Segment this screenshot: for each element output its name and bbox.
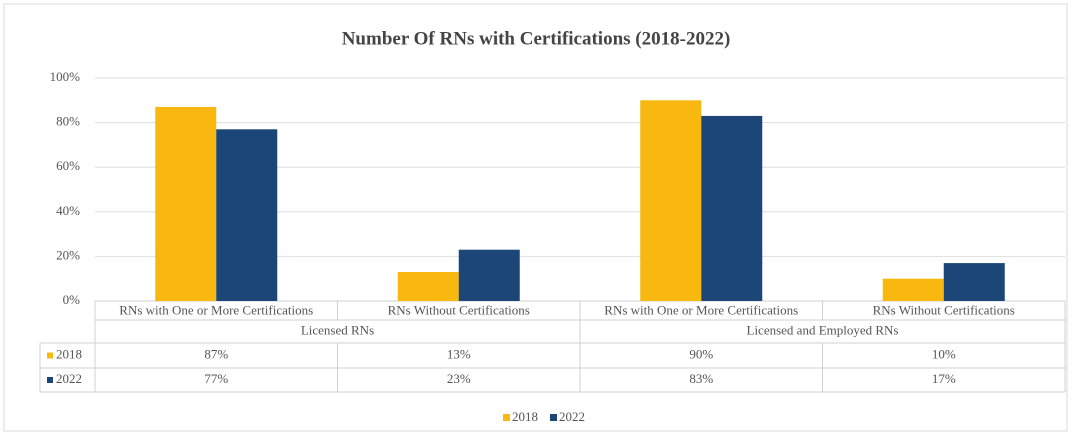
table-series-name: 2018 [56, 346, 82, 361]
bar [458, 249, 520, 301]
group-label: Licensed RNs [301, 322, 374, 337]
bar [640, 100, 702, 301]
table-value: 87% [204, 346, 228, 361]
bar [882, 278, 944, 301]
bar [701, 115, 763, 301]
table-value: 90% [689, 346, 713, 361]
x-tick-label: RNs Without Certifications [388, 302, 530, 317]
table-legend-key [47, 352, 53, 359]
table-value: 77% [204, 371, 228, 386]
table-value: 13% [447, 346, 471, 361]
legend-label: 2018 [512, 409, 538, 424]
legend-label: 2022 [559, 409, 585, 424]
table-series-name: 2022 [56, 371, 82, 386]
table-value: 10% [932, 346, 956, 361]
y-tick-label: 20% [56, 247, 80, 262]
y-tick-label: 40% [56, 203, 80, 218]
table-value: 17% [932, 371, 956, 386]
y-tick-label: 0% [63, 292, 81, 307]
bar [943, 263, 1005, 301]
legend-key [503, 414, 510, 421]
y-tick-label: 60% [56, 158, 80, 173]
y-tick-label: 100% [50, 69, 81, 84]
table-value: 83% [689, 371, 713, 386]
y-tick-label: 80% [56, 114, 80, 129]
bar [397, 272, 459, 301]
chart-title: Number Of RNs with Certifications (2018-… [342, 28, 731, 49]
x-tick-label: RNs Without Certifications [873, 302, 1015, 317]
bar [216, 129, 278, 301]
table-legend-key [47, 377, 53, 383]
x-tick-label: RNs with One or More Certifications [604, 302, 798, 317]
table-value: 23% [447, 371, 471, 386]
group-label: Licensed and Employed RNs [747, 322, 899, 337]
legend-key [550, 414, 557, 421]
x-tick-label: RNs with One or More Certifications [119, 302, 313, 317]
bar [155, 106, 217, 302]
